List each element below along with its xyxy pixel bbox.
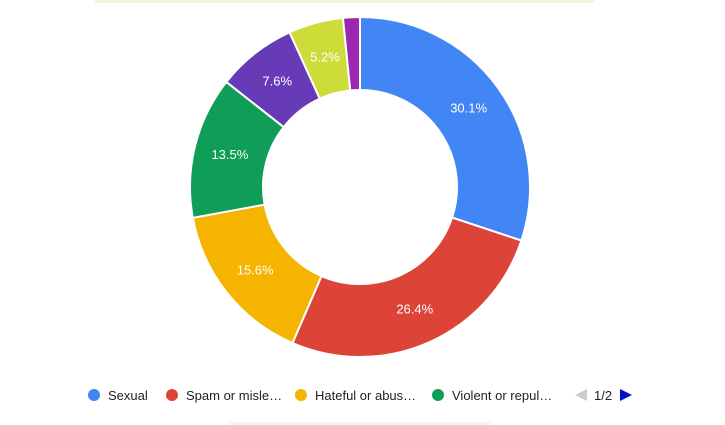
- legend-marker: [88, 389, 100, 401]
- slice-value-label-5: 5.2%: [310, 50, 340, 65]
- legend-label: Violent or repul…: [452, 387, 553, 403]
- legend-pager: 1/2: [575, 384, 633, 406]
- slice-value-label-2: 15.6%: [237, 262, 274, 277]
- slice-value-label-0: 30.1%: [450, 101, 487, 116]
- donut-slice-6[interactable]: [341, 15, 361, 92]
- legend-label: Spam or misle…: [186, 387, 283, 403]
- legend-label: Sexual: [108, 387, 148, 403]
- slice-value-label-3: 13.5%: [211, 147, 248, 162]
- legend-item-spam[interactable]: Spam or misle…: [166, 384, 282, 406]
- legend-marker: [295, 389, 307, 401]
- previous-page-arrow-icon[interactable]: [575, 389, 587, 401]
- donut-slice-1[interactable]: [291, 216, 523, 358]
- slice-value-label-4: 7.6%: [262, 74, 292, 89]
- bottom-edge-strip: [230, 422, 490, 425]
- page-indicator: 1/2: [594, 387, 613, 403]
- legend-marker: [432, 389, 444, 401]
- slice-value-label-1: 26.4%: [396, 301, 433, 316]
- donut-slice-0[interactable]: [359, 15, 531, 242]
- legend-label: Hateful or abus…: [315, 387, 417, 403]
- top-edge-strip: [95, 0, 595, 3]
- legend-item-hateful[interactable]: Hateful or abus…: [295, 384, 416, 406]
- legend-marker: [166, 389, 178, 401]
- legend-item-sexual[interactable]: Sexual: [88, 384, 148, 406]
- legend: Sexual Spam or misle… Hateful or abus… V…: [0, 384, 725, 406]
- next-page-arrow-icon[interactable]: [620, 389, 633, 401]
- legend-item-violent[interactable]: Violent or repul…: [432, 384, 552, 406]
